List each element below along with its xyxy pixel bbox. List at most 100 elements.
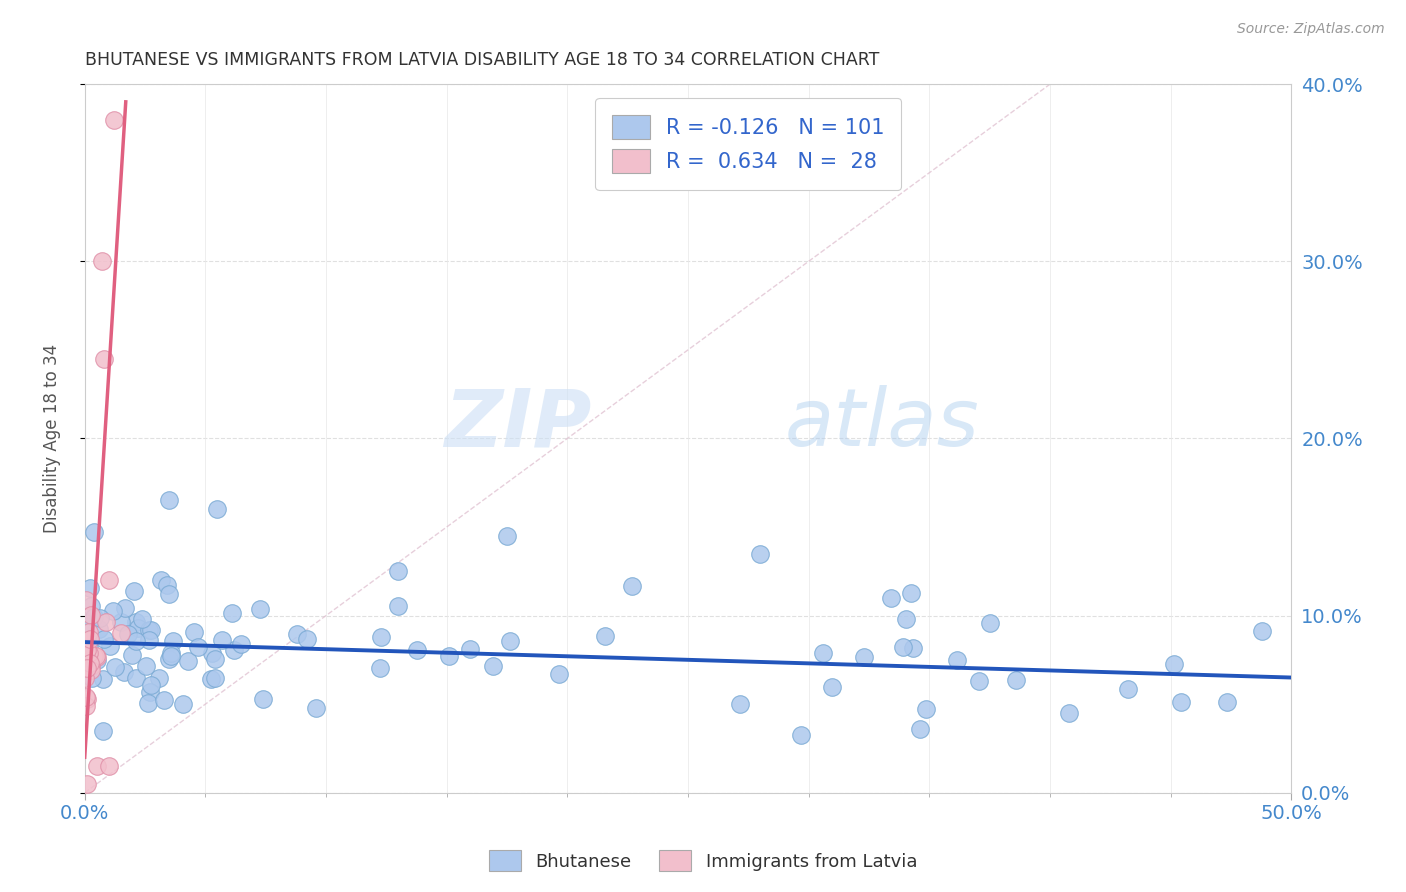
Point: [73, 671, 96, 685]
Point: [135, 659, 157, 673]
Point: [460, 642, 482, 657]
Point: [790, 728, 813, 742]
Point: [91, 672, 114, 686]
Point: [593, 629, 616, 643]
Point: [387, 599, 409, 614]
Point: [76, 643, 98, 657]
Point: [176, 654, 198, 668]
Point: [125, 671, 148, 685]
Point: [82, 671, 104, 685]
Point: [91, 723, 114, 738]
Point: [946, 652, 969, 666]
Point: [187, 640, 209, 654]
Point: [224, 643, 246, 657]
Point: [93, 351, 115, 366]
Point: [201, 646, 224, 660]
Point: [83, 648, 105, 663]
Point: [900, 586, 922, 600]
Text: BHUTANESE VS IMMIGRANTS FROM LATVIA DISABILITY AGE 18 TO 34 CORRELATION CHART: BHUTANESE VS IMMIGRANTS FROM LATVIA DISA…: [84, 51, 879, 69]
Text: ZIP: ZIP: [444, 385, 592, 463]
Point: [183, 624, 205, 639]
Point: [252, 691, 274, 706]
Point: [162, 634, 184, 648]
Point: [880, 591, 903, 605]
Point: [122, 584, 145, 599]
Point: [77, 660, 100, 674]
Point: [94, 615, 117, 630]
Point: [93, 632, 115, 647]
Point: [121, 648, 143, 662]
Point: [127, 621, 149, 635]
Point: [157, 651, 180, 665]
Point: [75, 593, 97, 607]
Point: [83, 610, 105, 624]
Point: [153, 693, 176, 707]
Point: [77, 651, 100, 665]
Point: [229, 637, 252, 651]
Point: [124, 615, 146, 629]
Point: [1057, 706, 1080, 720]
Point: [200, 672, 222, 686]
Point: [967, 673, 990, 688]
Point: [77, 624, 100, 639]
Legend: R = -0.126   N = 101, R =  0.634   N =  28: R = -0.126 N = 101, R = 0.634 N = 28: [595, 98, 901, 190]
Point: [387, 564, 409, 578]
Point: [370, 630, 392, 644]
Point: [110, 615, 132, 629]
Point: [1251, 624, 1274, 639]
Point: [1216, 695, 1239, 709]
Point: [437, 648, 460, 663]
Point: [821, 680, 844, 694]
Point: [75, 699, 97, 714]
Point: [621, 579, 644, 593]
Point: [482, 659, 505, 673]
Point: [852, 649, 875, 664]
Point: [295, 632, 318, 646]
Point: [979, 616, 1001, 631]
Point: [159, 587, 181, 601]
Text: Source: ZipAtlas.com: Source: ZipAtlas.com: [1237, 22, 1385, 37]
Point: [114, 601, 136, 615]
Point: [141, 678, 163, 692]
Point: [80, 659, 103, 673]
Point: [138, 633, 160, 648]
Point: [98, 639, 121, 653]
Point: [1163, 657, 1185, 672]
Point: [76, 643, 98, 657]
Point: [406, 643, 429, 657]
Point: [136, 696, 159, 710]
Point: [148, 671, 170, 685]
Point: [221, 606, 243, 620]
Text: atlas: atlas: [785, 385, 980, 463]
Point: [80, 608, 103, 623]
Point: [83, 525, 105, 540]
Point: [157, 493, 180, 508]
Point: [84, 649, 107, 664]
Point: [285, 626, 308, 640]
Point: [89, 622, 111, 636]
Point: [211, 633, 233, 648]
Point: [138, 623, 160, 637]
Point: [97, 759, 120, 773]
Point: [499, 633, 522, 648]
Point: [207, 502, 229, 516]
Point: [1005, 673, 1028, 687]
Point: [249, 601, 271, 615]
Point: [104, 660, 127, 674]
Point: [75, 690, 97, 704]
Point: [76, 691, 98, 706]
Point: [547, 667, 569, 681]
Point: [103, 112, 125, 127]
Point: [86, 653, 108, 667]
Point: [204, 652, 226, 666]
Point: [86, 759, 108, 773]
Point: [103, 604, 125, 618]
Point: [172, 697, 194, 711]
Point: [110, 626, 132, 640]
Point: [903, 640, 925, 655]
Point: [1170, 695, 1192, 709]
Point: [160, 647, 183, 661]
Point: [141, 623, 163, 637]
Point: [112, 665, 135, 679]
Point: [75, 615, 97, 630]
